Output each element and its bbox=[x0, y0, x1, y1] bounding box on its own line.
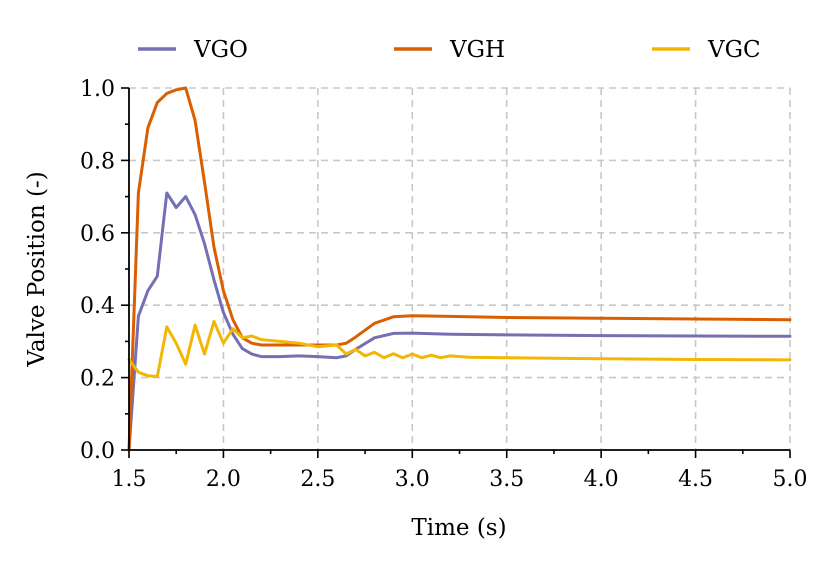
x-tick-label: 4.5 bbox=[678, 467, 713, 492]
legend: VGO VGH VGC bbox=[138, 37, 761, 63]
ticks: 1.5 2.0 2.5 3.0 3.5 4.0 4.5 5.0 0.0 0.2 0.4 0.6 0.8 1… bbox=[80, 77, 808, 492]
series-line-vgo bbox=[127, 191, 792, 452]
x-tick-label: 5.0 bbox=[773, 467, 808, 492]
axes bbox=[128, 88, 790, 451]
series-line-vgh bbox=[127, 86, 792, 452]
legend-label-vgo: VGO bbox=[193, 37, 248, 63]
y-axis-label: Valve Position (-) bbox=[24, 171, 50, 367]
y-tick-label: 1.0 bbox=[80, 77, 115, 102]
x-axis-label: Time (s) bbox=[411, 515, 506, 541]
y-tick-label: 0.4 bbox=[80, 294, 115, 319]
grid-lines bbox=[129, 87, 791, 450]
legend-label-vgc: VGC bbox=[707, 37, 761, 63]
x-tick-label: 2.0 bbox=[206, 467, 241, 492]
x-tick-label: 1.5 bbox=[112, 467, 147, 492]
x-tick-label: 2.5 bbox=[300, 467, 335, 492]
series-line-vgc bbox=[127, 320, 792, 378]
y-tick-label: 0.8 bbox=[80, 149, 115, 174]
x-tick-label: 4.0 bbox=[584, 467, 619, 492]
y-tick-label: 0.0 bbox=[80, 439, 115, 464]
x-tick-label: 3.5 bbox=[489, 467, 524, 492]
y-tick-label: 0.6 bbox=[80, 222, 115, 247]
x-tick-label: 3.0 bbox=[395, 467, 430, 492]
legend-label-vgh: VGH bbox=[449, 37, 505, 63]
series-lines bbox=[127, 86, 792, 452]
y-tick-label: 0.2 bbox=[80, 367, 115, 392]
